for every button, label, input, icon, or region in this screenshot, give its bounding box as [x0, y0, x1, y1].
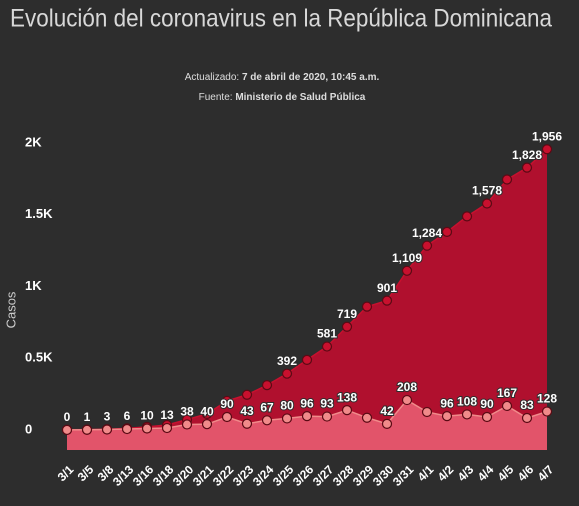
value-label: 96 [440, 396, 454, 410]
marker [301, 354, 313, 365]
marker [421, 406, 433, 418]
y-tick-label: 0 [25, 421, 32, 436]
value-label: 6 [124, 409, 131, 423]
marker [341, 321, 353, 332]
value-label: 138 [337, 390, 357, 404]
marker [501, 400, 513, 412]
marker [501, 174, 513, 185]
value-label: 208 [397, 380, 417, 394]
value-label: 90 [220, 397, 234, 411]
value-label: 83 [520, 398, 534, 412]
marker [281, 413, 293, 424]
marker [541, 144, 553, 155]
value-label: 901 [377, 281, 397, 295]
marker [201, 419, 213, 430]
value-label: 1,578 [472, 184, 502, 198]
value-label: 1,828 [512, 148, 542, 162]
marker [341, 405, 353, 416]
y-axis-label: Casos [3, 291, 18, 328]
marker [321, 341, 333, 352]
marker [241, 389, 253, 400]
value-label: 40 [200, 404, 214, 418]
marker [321, 411, 333, 422]
y-tick-label: 0.5K [25, 350, 53, 365]
marker [101, 424, 113, 435]
chart-title: Evolución del coronavirus en la Repúblic… [10, 5, 552, 33]
value-label: 96 [300, 396, 314, 410]
marker [241, 418, 253, 429]
value-label: 67 [260, 400, 274, 414]
value-label: 3 [104, 410, 111, 424]
marker [281, 368, 293, 379]
value-label: 93 [320, 397, 334, 411]
value-label: 1,284 [412, 226, 442, 240]
marker [401, 265, 413, 276]
marker [361, 412, 373, 423]
value-label: 90 [480, 397, 494, 411]
marker [261, 415, 273, 426]
value-label: 392 [277, 354, 297, 368]
y-tick-label: 1K [25, 278, 42, 293]
value-label: 13 [160, 408, 174, 422]
marker [461, 211, 473, 222]
marker [461, 409, 473, 420]
value-label: 0 [64, 410, 71, 424]
marker [521, 412, 533, 424]
y-tick-label: 2K [25, 134, 42, 149]
marker [441, 411, 453, 422]
subtitle: Actualizado: 7 de abril de 2020, 10:45 a… [185, 72, 380, 83]
value-label: 108 [457, 395, 477, 409]
value-label: 1,109 [392, 251, 422, 265]
value-label: 10 [140, 409, 154, 423]
marker [201, 408, 213, 419]
subtitle-value: Ministerio de Salud Pública [235, 92, 365, 103]
marker [181, 419, 193, 430]
marker [361, 301, 373, 312]
marker [221, 395, 233, 407]
marker [261, 380, 273, 391]
value-label: 38 [180, 405, 194, 419]
marker [141, 423, 153, 434]
value-label: 719 [337, 307, 357, 321]
value-label: 1 [84, 410, 91, 424]
subtitle-value: 7 de abril de 2020, 10:45 a.m. [242, 72, 380, 83]
value-label: 128 [537, 392, 557, 406]
y-tick-label: 1.5K [25, 206, 53, 221]
marker [61, 424, 73, 436]
subtitle: Fuente: Ministerio de Salud Pública [199, 92, 366, 103]
marker [161, 422, 173, 434]
subtitle-label: Fuente: [199, 92, 233, 103]
marker [481, 411, 493, 423]
value-label: 43 [240, 404, 254, 418]
marker [421, 240, 433, 251]
value-label: 581 [317, 327, 337, 341]
value-label: 80 [280, 399, 294, 413]
marker [381, 295, 393, 306]
value-label: 42 [380, 404, 394, 418]
marker [441, 226, 453, 238]
marker [401, 394, 413, 406]
marker [81, 424, 93, 435]
value-label: 167 [497, 386, 517, 400]
marker [481, 198, 493, 209]
marker [541, 406, 553, 417]
marker [301, 411, 313, 422]
marker [521, 162, 533, 173]
marker [381, 418, 393, 429]
value-label: 1,956 [532, 129, 562, 143]
area [67, 149, 547, 451]
marker [221, 411, 233, 423]
subtitle-label: Actualizado: [185, 72, 239, 83]
marker [121, 423, 133, 435]
